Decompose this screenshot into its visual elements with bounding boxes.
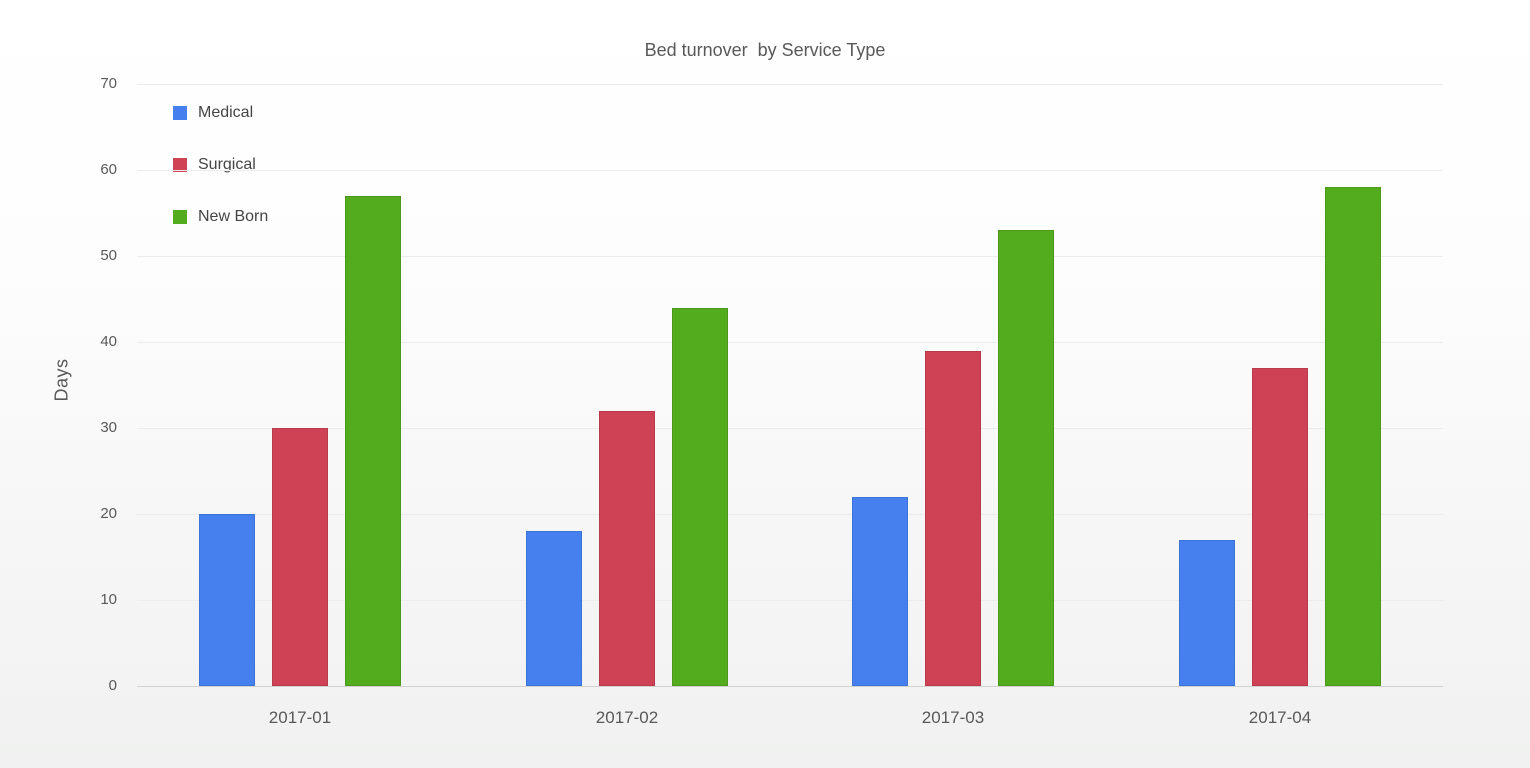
gridline <box>137 256 1443 257</box>
x-axis-line <box>137 686 1443 687</box>
x-tick-label: 2017-04 <box>1248 708 1312 727</box>
bar-medical-2017-04 <box>1179 540 1235 686</box>
new-born-swatch-icon <box>173 210 187 224</box>
x-tick-label: 2017-02 <box>595 708 659 727</box>
legend-item-medical: Medical <box>173 100 268 126</box>
y-tick-label: 60 <box>100 161 117 178</box>
y-tick-label: 10 <box>100 591 117 608</box>
bar-new-born-2017-02 <box>672 308 728 686</box>
medical-swatch-icon <box>173 106 187 120</box>
chart-title: Bed turnover by Service Type <box>644 40 886 60</box>
bar-surgical-2017-01 <box>272 428 328 686</box>
y-tick-label: 70 <box>100 75 117 92</box>
bar-surgical-2017-02 <box>599 411 655 686</box>
bar-medical-2017-01 <box>199 514 255 686</box>
gridline <box>137 84 1443 85</box>
y-tick-label: 40 <box>100 333 117 350</box>
legend-label: Surgical <box>198 156 256 173</box>
y-tick-label: 50 <box>100 247 117 264</box>
legend-item-surgical: Surgical <box>173 152 268 178</box>
gridline <box>137 428 1443 429</box>
y-tick-label: 0 <box>108 677 117 694</box>
legend-label: New Born <box>198 208 269 225</box>
bar-medical-2017-02 <box>526 531 582 686</box>
y-tick-label: 20 <box>100 505 117 522</box>
legend-item-new-born: New Born <box>173 204 268 230</box>
y-tick-label: 30 <box>100 419 117 436</box>
gridline <box>137 342 1443 343</box>
x-tick-label: 2017-01 <box>268 708 332 727</box>
surgical-swatch-icon <box>173 158 187 172</box>
bar-medical-2017-03 <box>852 497 908 686</box>
gridline <box>137 514 1443 515</box>
gridline <box>137 600 1443 601</box>
bar-new-born-2017-01 <box>345 196 401 686</box>
bar-new-born-2017-03 <box>998 230 1054 686</box>
gridline <box>137 170 1443 171</box>
x-tick-label: 2017-03 <box>921 708 985 727</box>
bar-new-born-2017-04 <box>1325 187 1381 686</box>
legend-label: Medical <box>198 104 254 121</box>
y-axis-title: Days <box>51 358 72 402</box>
bar-surgical-2017-03 <box>925 351 981 686</box>
legend: Medical Surgical New Born <box>173 100 268 256</box>
bar-surgical-2017-04 <box>1252 368 1308 686</box>
